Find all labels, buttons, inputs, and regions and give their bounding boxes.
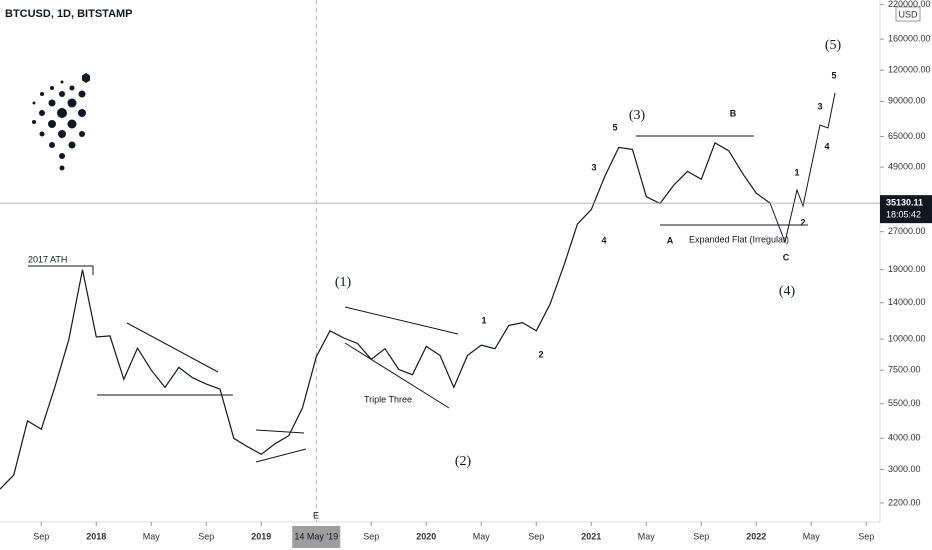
y-tick-label: 5500.00 bbox=[888, 398, 921, 408]
crosshair-label: 14 May '19 bbox=[294, 531, 338, 541]
y-tick-label: 7500.00 bbox=[888, 365, 921, 375]
x-tick-label: May bbox=[143, 531, 161, 541]
x-tick-label: 2020 bbox=[416, 531, 436, 541]
annotation: E bbox=[313, 510, 319, 520]
logo bbox=[32, 73, 90, 171]
x-tick-label: Sep bbox=[858, 531, 874, 541]
chart-title: BTCUSD, 1D, BITSTAMP bbox=[5, 8, 133, 20]
y-tick-label: 160000.00 bbox=[888, 33, 931, 43]
annotation: 1 bbox=[481, 315, 486, 325]
x-tick-label: Sep bbox=[528, 531, 544, 541]
annotation: 4 bbox=[601, 235, 606, 245]
x-tick-label: Sep bbox=[363, 531, 379, 541]
x-tick-label: Sep bbox=[198, 531, 214, 541]
x-tick-label: May bbox=[638, 531, 656, 541]
annotation: 5 bbox=[831, 70, 836, 80]
annotation: 2017 ATH bbox=[28, 254, 67, 264]
y-tick-label: 49000.00 bbox=[888, 162, 926, 172]
annotation: 3 bbox=[591, 162, 596, 172]
annotation: Triple Three bbox=[364, 394, 412, 404]
crosshair-label-box bbox=[292, 526, 341, 548]
annotation: (3) bbox=[629, 108, 646, 123]
x-tick-label: 2022 bbox=[746, 531, 766, 541]
y-tick-label: 120000.00 bbox=[888, 65, 931, 75]
x-tick-label: Sep bbox=[693, 531, 709, 541]
currency-box[interactable] bbox=[895, 6, 921, 22]
x-tick-label: 2018 bbox=[86, 531, 106, 541]
annotation: 3 bbox=[817, 101, 822, 111]
x-tick-label: 2019 bbox=[251, 531, 271, 541]
annotation: C bbox=[783, 252, 790, 262]
y-tick-label: 3000.00 bbox=[888, 464, 921, 474]
y-tick-label: 4000.00 bbox=[888, 433, 921, 443]
y-tick-label: 10000.00 bbox=[888, 333, 926, 343]
y-tick-label: 90000.00 bbox=[888, 96, 926, 106]
last-time-label: 18:05:42 bbox=[886, 210, 921, 220]
y-tick-label: 65000.00 bbox=[888, 131, 926, 141]
annotation: (5) bbox=[825, 38, 842, 53]
annotation: Expanded Flat (Irregular) bbox=[689, 234, 789, 244]
annotation: 2 bbox=[538, 349, 543, 359]
annotation: 5 bbox=[612, 122, 617, 132]
annotation: 2 bbox=[800, 217, 805, 227]
y-tick-label: 14000.00 bbox=[888, 297, 926, 307]
x-tick-label: May bbox=[473, 531, 491, 541]
annotation: B bbox=[730, 108, 737, 118]
annotation: (4) bbox=[779, 284, 796, 299]
annotation: 1 bbox=[794, 167, 799, 177]
trend-lines bbox=[28, 92, 836, 463]
y-tick-label: 2200.00 bbox=[888, 497, 921, 507]
y-tick-label: 220000.00 bbox=[888, 0, 931, 9]
x-tick-label: Sep bbox=[33, 531, 49, 541]
y-tick-label: 19000.00 bbox=[888, 264, 926, 274]
price-line bbox=[0, 142, 771, 490]
y-tick-label: 27000.00 bbox=[888, 226, 926, 236]
annotation: (2) bbox=[455, 454, 472, 469]
currency: USD bbox=[898, 9, 918, 19]
x-tick-label: 2021 bbox=[581, 531, 601, 541]
annotation: (1) bbox=[335, 275, 352, 290]
annotation: A bbox=[667, 235, 674, 245]
annotation: 4 bbox=[824, 141, 829, 151]
last-price-box bbox=[880, 195, 932, 224]
x-tick-label: May bbox=[803, 531, 821, 541]
last-price-label: 35130.11 bbox=[886, 198, 923, 208]
